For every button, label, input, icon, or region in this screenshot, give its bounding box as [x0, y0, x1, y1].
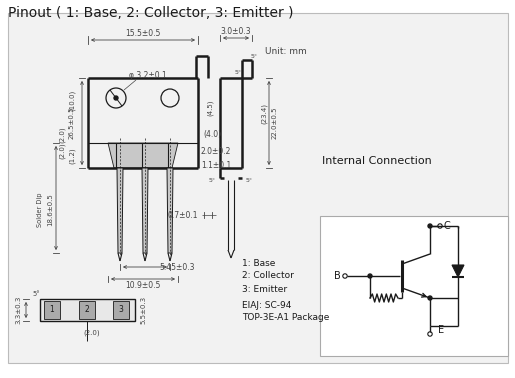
Text: 5.5±0.3: 5.5±0.3	[140, 296, 146, 324]
Polygon shape	[108, 143, 178, 168]
Text: Internal Connection: Internal Connection	[322, 156, 432, 166]
Text: Solder Dip: Solder Dip	[37, 193, 43, 227]
Polygon shape	[117, 168, 123, 253]
Text: 3.0±0.3: 3.0±0.3	[221, 26, 251, 36]
Text: 3.3±0.3: 3.3±0.3	[15, 296, 21, 324]
Polygon shape	[452, 265, 464, 277]
Text: (1.2): (1.2)	[68, 148, 75, 164]
Text: (4.0): (4.0)	[203, 130, 221, 139]
Text: 5°: 5°	[246, 178, 253, 183]
Text: (2.0): (2.0)	[59, 143, 65, 159]
Bar	[79, 301, 95, 319]
Text: 1: 1	[49, 305, 55, 314]
Circle shape	[428, 296, 432, 300]
Polygon shape	[142, 168, 148, 253]
Text: Pinout ( 1: Base, 2: Collector, 3: Emitter ): Pinout ( 1: Base, 2: Collector, 3: Emitt…	[8, 6, 294, 20]
Text: (23.4): (23.4)	[261, 102, 267, 124]
Text: 22.0±0.5: 22.0±0.5	[272, 107, 278, 139]
Text: 5.45±0.3: 5.45±0.3	[159, 262, 195, 271]
Circle shape	[428, 224, 432, 228]
Text: EIAJ: SC-94: EIAJ: SC-94	[242, 301, 291, 310]
Text: (4.5): (4.5)	[207, 100, 213, 116]
Text: 10.9±0.5: 10.9±0.5	[125, 282, 161, 291]
Text: 26.5±0.5: 26.5±0.5	[69, 107, 75, 139]
Circle shape	[368, 274, 372, 278]
Text: 5°: 5°	[250, 54, 258, 59]
Text: 3: Emitter: 3: Emitter	[242, 285, 287, 293]
Bar	[113, 301, 129, 319]
Text: 15.5±0.5: 15.5±0.5	[125, 28, 161, 37]
Text: 3: 3	[118, 305, 124, 314]
Text: E: E	[438, 325, 444, 335]
Text: 1.1±0.1: 1.1±0.1	[201, 161, 231, 169]
Text: TOP-3E-A1 Package: TOP-3E-A1 Package	[242, 313, 330, 322]
Bar	[44, 301, 60, 319]
Text: B: B	[334, 271, 341, 281]
Text: 18.6±0.5: 18.6±0.5	[47, 194, 53, 226]
Text: 5°: 5°	[209, 178, 216, 183]
Text: 2.0±0.2: 2.0±0.2	[201, 147, 231, 155]
Text: (2.0): (2.0)	[59, 127, 65, 143]
Text: (10.0): (10.0)	[68, 89, 75, 111]
Text: C: C	[444, 221, 451, 231]
Text: (2.0): (2.0)	[83, 330, 100, 336]
Text: 0.7±0.1: 0.7±0.1	[167, 211, 198, 220]
Circle shape	[114, 96, 118, 100]
Text: 5°: 5°	[234, 71, 242, 76]
Polygon shape	[167, 168, 173, 253]
Text: 5°: 5°	[32, 291, 40, 297]
Text: Unit: mm: Unit: mm	[265, 48, 307, 56]
Text: φ 3.2±0.1: φ 3.2±0.1	[129, 71, 167, 81]
Text: 2: Collector: 2: Collector	[242, 271, 294, 280]
Text: 1: Base: 1: Base	[242, 259, 276, 268]
Bar	[40, 299, 135, 321]
Text: 2: 2	[84, 305, 90, 314]
Bar	[320, 216, 508, 356]
